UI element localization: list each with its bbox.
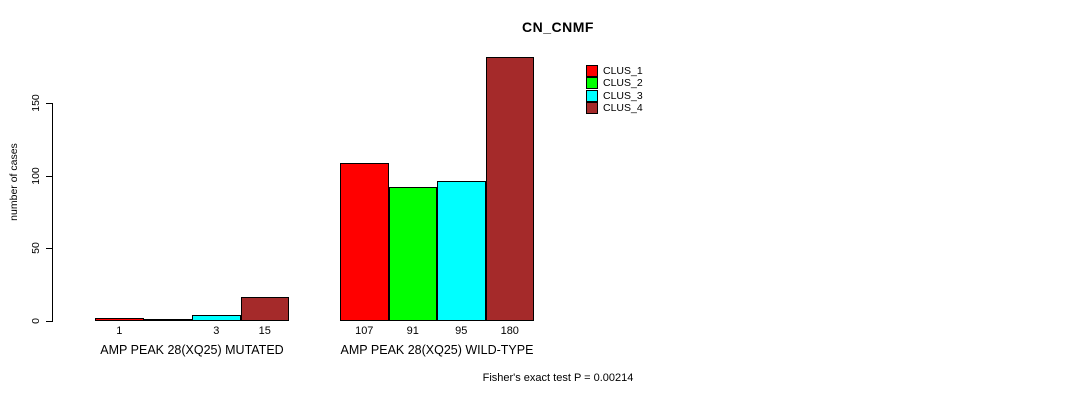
bar-value-label: 91 (406, 325, 419, 337)
bar-CLUS_4 (240, 297, 289, 321)
y-axis-line (52, 102, 53, 321)
chart-title: CN_CNMF (522, 19, 594, 35)
legend-label: CLUS_1 (603, 65, 643, 77)
group-label: AMP PEAK 28(XQ25) MUTATED (100, 343, 284, 357)
bar-CLUS_3 (437, 181, 486, 321)
y-axis-tick (46, 248, 53, 250)
legend-swatch-icon (586, 77, 598, 90)
bar-value-label: 1 (116, 325, 123, 337)
y-axis-tick (46, 175, 53, 177)
group-label: AMP PEAK 28(XQ25) WILD-TYPE (340, 343, 534, 357)
legend-swatch-icon (586, 89, 598, 102)
fisher-test-annotation: Fisher's exact test P = 0.00214 (482, 372, 634, 384)
y-axis-label: number of cases (8, 143, 20, 221)
legend-swatch-icon (586, 65, 598, 77)
bar-CLUS_3 (192, 315, 241, 321)
bar-CLUS_1 (340, 163, 389, 321)
legend-label: CLUS_3 (603, 89, 643, 102)
y-axis-tick-label: 50 (30, 242, 42, 255)
bar-value-label: 180 (500, 325, 519, 337)
y-axis-tick (46, 321, 53, 322)
legend-swatch-icon (586, 102, 598, 115)
legend-label: CLUS_2 (603, 77, 643, 90)
bar-value-label: 107 (355, 325, 374, 337)
bar-value-label: 15 (258, 325, 271, 337)
y-axis-tick-label: 100 (30, 166, 42, 185)
bar-CLUS_1 (95, 318, 144, 321)
bar-value-label: 95 (455, 325, 468, 337)
y-axis-tick-label: 0 (30, 318, 42, 324)
bar-CLUS_4 (485, 57, 534, 321)
y-axis-tick-label: 150 (30, 93, 42, 112)
legend-label: CLUS_4 (603, 102, 643, 115)
y-axis-tick (46, 102, 53, 104)
bar-CLUS_2 (388, 187, 437, 321)
bar-CLUS_2 (143, 319, 192, 321)
bar-value-label: 3 (213, 325, 220, 337)
